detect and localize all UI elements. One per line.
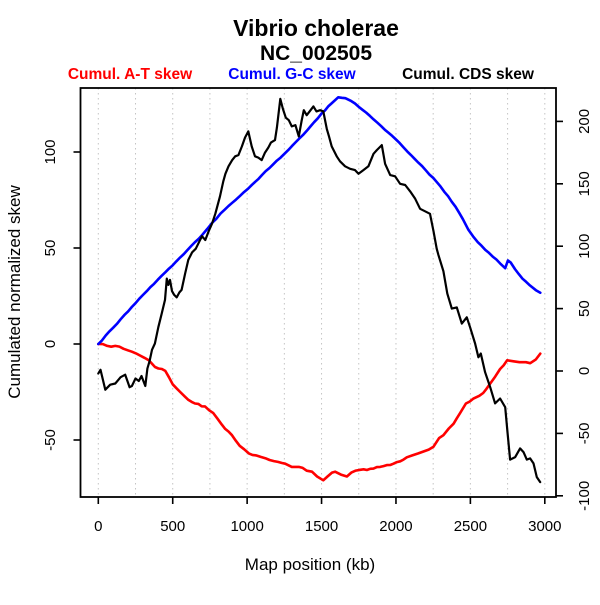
x-tick-label: 0	[94, 518, 102, 535]
legend-item-cds-skew: Cumul. CDS skew	[402, 66, 535, 83]
legend-item-gc-skew: Cumul. G-C skew	[228, 66, 356, 83]
y-left-tick-label: -50	[42, 429, 59, 451]
curve-cumul-cds-skew	[97, 97, 542, 484]
x-tick-label: 500	[160, 518, 185, 535]
y-right-tick-label: 0	[576, 367, 593, 375]
x-tick-label: 1500	[305, 518, 338, 535]
axis-tick-labels: 0 500 1000 1500 2000 2500 3000100500-502001501…	[42, 109, 593, 535]
curve-cumul-a-t-skew	[97, 342, 542, 482]
y-right-tick-label: -50	[576, 423, 593, 445]
chart-subtitle: NC_002505	[260, 42, 372, 65]
y-right-tick-label: -100	[576, 481, 593, 511]
y-left-tick-label: 0	[42, 340, 59, 348]
x-tick-label: 3000	[528, 518, 561, 535]
chart-title: Vibrio cholerae	[233, 15, 399, 41]
axis-ticks	[73, 120, 563, 504]
y-right-tick-label: 200	[576, 109, 593, 134]
curves	[97, 96, 542, 484]
y-left-tick-label: 100	[42, 139, 59, 164]
legend-item-at-skew: Cumul. A-T skew	[68, 66, 193, 83]
x-tick-label: 2000	[379, 518, 412, 535]
x-tick-label: 1000	[230, 518, 263, 535]
y-right-tick-label: 50	[576, 300, 593, 317]
y-right-tick-label: 150	[576, 171, 593, 196]
plot-frame	[79, 87, 557, 498]
x-axis-title: Map position (kb)	[245, 555, 375, 574]
legend: Cumul. A-T skew Cumul. G-C skew Cumul. C…	[68, 66, 535, 83]
y-axis-title-left: Cumulated normalized skew	[5, 185, 24, 399]
x-tick-label: 2500	[454, 518, 487, 535]
curve-cumul-g-c-skew	[97, 96, 542, 346]
y-left-tick-label: 50	[42, 240, 59, 257]
y-right-tick-label: 100	[576, 234, 593, 259]
